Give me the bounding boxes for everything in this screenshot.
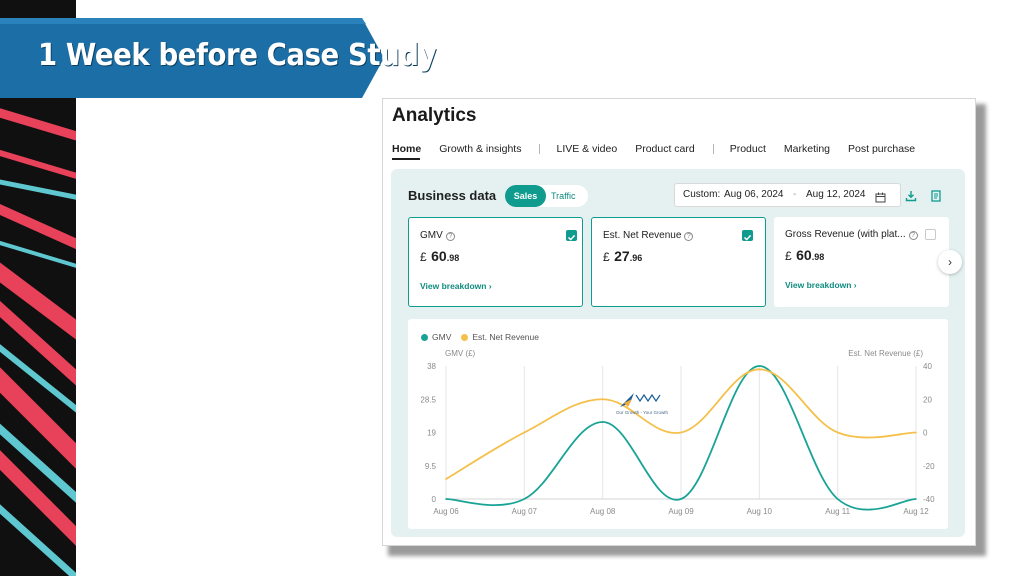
data-point-gmv [680, 498, 682, 500]
date-prefix: Custom: [683, 189, 721, 200]
toggle-traffic[interactable]: Traffic [551, 191, 576, 201]
data-point-est-net-revenue [523, 431, 526, 434]
series-line-gmv [445, 365, 917, 511]
sales-traffic-toggle: Sales Traffic [505, 185, 588, 207]
download-icon[interactable] [905, 189, 919, 203]
x-tick-label: Aug 06 [433, 507, 459, 516]
card-checkbox[interactable] [742, 230, 753, 241]
card-label: Gross Revenue (with plat...? [785, 229, 918, 240]
card-checkbox[interactable] [925, 229, 936, 240]
tab-marketing[interactable]: Marketing [783, 143, 831, 155]
date-start: Aug 06, 2024 [724, 189, 784, 200]
right-tick-label: -40 [923, 495, 935, 504]
data-point-gmv [523, 498, 526, 500]
metric-card-est-net-revenue[interactable]: Est. Net Revenue? £ 27.96 [591, 217, 766, 307]
analytics-panel: Analytics Home Growth & insights LIVE & … [382, 98, 976, 546]
data-point-est-net-revenue [601, 398, 604, 401]
tab-divider [712, 144, 714, 154]
card-label: Est. Net Revenue? [603, 230, 694, 241]
data-point-est-net-revenue [915, 431, 917, 434]
view-breakdown-link[interactable]: View breakdown › [420, 281, 492, 291]
calendar-icon [875, 190, 886, 212]
data-point-gmv [445, 498, 447, 500]
x-tick-label: Aug 10 [747, 507, 773, 516]
right-tick-label: 0 [923, 429, 928, 438]
tab-bar: Home Growth & insights LIVE & video Prod… [392, 141, 933, 157]
page-title: Analytics [392, 105, 477, 126]
view-breakdown-link[interactable]: View breakdown › [785, 280, 857, 290]
card-value: £ 60.98 [785, 247, 825, 263]
right-axis-title: Est. Net Revenue (£) [848, 349, 923, 358]
left-axis-title: GMV (£) [445, 349, 476, 358]
title-banner: 1 Week before Case Study [0, 18, 437, 98]
chevron-right-icon: › [948, 255, 952, 269]
card-value: £ 27.96 [603, 248, 643, 264]
tab-live-video[interactable]: LIVE & video [556, 143, 618, 155]
banner-title: 1 Week before Case Study [38, 38, 437, 73]
watermark-text: Our Growth - Your Growth [616, 410, 669, 415]
right-tick-label: 20 [923, 395, 932, 404]
x-tick-label: Aug 12 [903, 507, 929, 516]
chart-legend: GMV Est. Net Revenue [421, 332, 549, 342]
x-tick-label: Aug 08 [590, 507, 616, 516]
legend-item-est-net-revenue[interactable]: Est. Net Revenue [461, 332, 539, 342]
next-cards-button[interactable]: › [938, 250, 962, 274]
data-point-gmv [601, 421, 604, 423]
help-icon[interactable]: ? [908, 231, 918, 240]
left-tick-label: 38 [427, 362, 436, 371]
watermark-logo: Our Growth - Your Growth [616, 389, 678, 419]
data-point-est-net-revenue [758, 368, 761, 371]
tab-product-card[interactable]: Product card [635, 143, 695, 155]
x-tick-label: Aug 11 [825, 507, 850, 516]
data-point-est-net-revenue [680, 431, 682, 434]
tab-divider [539, 144, 541, 154]
legend-item-gmv[interactable]: GMV [421, 332, 451, 342]
line-chart: GMV Est. Net Revenue GMV (£) Est. Net Re… [408, 319, 948, 529]
data-point-est-net-revenue [445, 478, 447, 480]
card-value: £ 60.98 [420, 248, 460, 264]
metric-card-gross-revenue[interactable]: Gross Revenue (with plat...? £ 60.98 Vie… [774, 217, 949, 307]
left-tick-label: 0 [432, 495, 437, 504]
tab-product[interactable]: Product [729, 143, 766, 155]
metric-card-gmv[interactable]: GMV? £ 60.98 View breakdown › [408, 217, 583, 307]
data-point-gmv [836, 498, 839, 500]
active-tab-indicator [392, 158, 420, 160]
help-icon[interactable]: ? [684, 232, 694, 241]
tab-post-purchase[interactable]: Post purchase [848, 143, 916, 155]
data-point-gmv [915, 498, 917, 500]
data-point-est-net-revenue [836, 431, 839, 434]
right-tick-label: -20 [923, 462, 935, 471]
business-data-section: Business data Sales Traffic Custom: Aug … [391, 169, 965, 537]
x-tick-label: Aug 09 [668, 507, 694, 516]
date-end: Aug 12, 2024 [806, 189, 866, 200]
toggle-sales[interactable]: Sales [505, 185, 546, 207]
help-icon[interactable]: ? [445, 232, 455, 241]
left-tick-label: 28.5 [420, 395, 436, 404]
section-title: Business data [408, 188, 497, 203]
data-point-gmv [758, 365, 761, 367]
date-separator: - [793, 189, 797, 200]
card-checkbox[interactable] [566, 230, 577, 241]
left-tick-label: 19 [427, 429, 436, 438]
left-tick-label: 9.5 [425, 462, 437, 471]
tab-home[interactable]: Home [392, 143, 422, 155]
tab-growth-insights[interactable]: Growth & insights [439, 143, 522, 155]
date-range-picker[interactable]: Custom: Aug 06, 2024 - Aug 12, 2024 [674, 183, 901, 207]
chart-canvas: 0 9.5 19 28.5 38 -40 -20 0 20 40 Aug 06 Aug 07 Aug 0… [420, 362, 935, 516]
card-label: GMV? [420, 230, 455, 241]
x-tick-label: Aug 07 [512, 507, 538, 516]
report-icon[interactable] [930, 189, 944, 203]
right-tick-label: 40 [923, 362, 932, 371]
